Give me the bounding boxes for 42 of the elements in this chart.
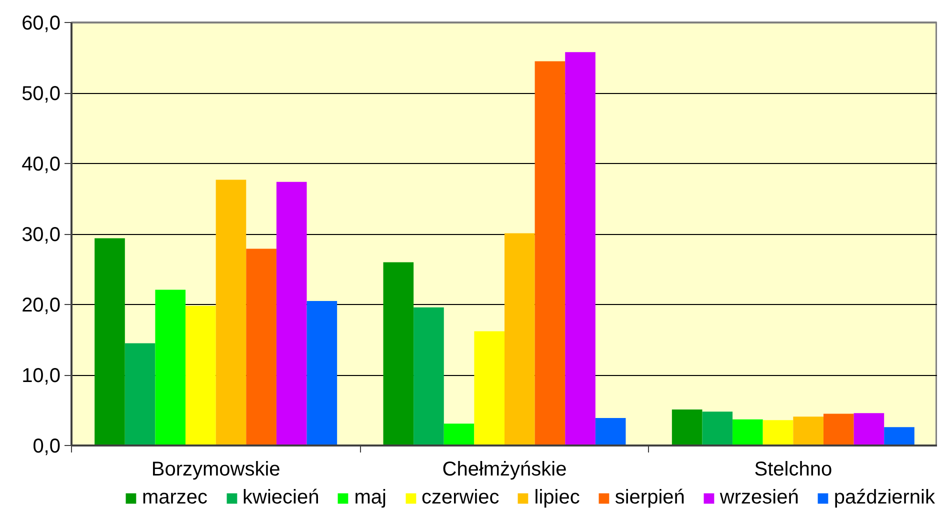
bar [246,248,276,446]
bar [504,233,535,446]
legend-label: marzec [142,486,208,509]
bar [186,306,216,446]
bar [672,410,702,446]
legend-label: lipiec [534,486,580,509]
x-tick-label: Borzymowskie [151,458,280,480]
bar [884,427,914,446]
legend-label: wrzesień [720,486,799,509]
bar [216,180,246,446]
bar [414,307,444,446]
bar [793,416,824,446]
bar [383,262,414,446]
legend-label: maj [354,486,386,509]
y-tick-label: 60,0 [22,12,61,34]
y-tick-label: 10,0 [22,365,61,387]
y-tick-label: 50,0 [22,83,61,105]
y-tick-label: 20,0 [22,294,61,316]
bar [276,182,307,446]
bar [732,419,763,446]
bar [534,61,566,446]
bar [762,420,794,446]
bar [155,290,186,446]
x-tick-label: Chełmżyńskie [442,458,567,480]
y-tick-label: 0,0 [32,436,61,458]
legend-label: kwiecień [242,486,320,509]
y-tick-label: 30,0 [22,224,61,246]
bar [823,414,854,446]
bar [444,424,474,446]
bar [474,331,504,446]
bar [854,413,884,446]
bar [94,238,125,446]
y-tick-label: 40,0 [22,154,61,176]
x-tick-label: Stelchno [754,458,832,480]
bar [565,52,596,446]
bar [595,418,626,446]
legend-label: sierpień [614,486,685,509]
bar [124,343,156,446]
bar [702,412,733,446]
legend-label: październik [834,486,935,509]
legend-label: czerwiec [421,486,500,509]
bar [306,300,338,446]
